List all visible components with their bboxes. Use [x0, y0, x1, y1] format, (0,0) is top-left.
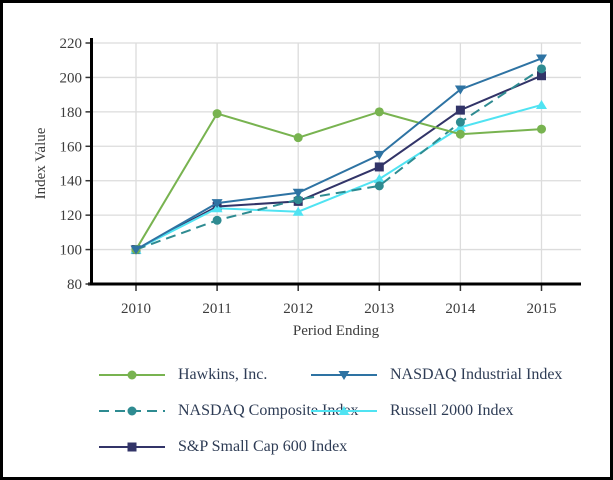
series-marker-nasdaq-composite-index: [537, 64, 546, 74]
legend-swatch-hawkins-inc: [99, 370, 165, 380]
series-russell-2000-index: [130, 99, 547, 254]
series-marker-hawkins-inc: [537, 124, 546, 134]
legend-item-s-p-small-cap-600-index: S&P Small Cap 600 Index: [99, 435, 347, 459]
y-tick-label: 200: [60, 70, 83, 86]
x-tick-label: 2011: [202, 301, 231, 317]
legend-item-russell-2000-index: Russell 2000 Index: [311, 399, 562, 423]
legend-marker-nasdaq-composite-index: [127, 406, 137, 416]
series-nasdaq-industrial-index: [130, 54, 547, 255]
y-tick-label: 220: [60, 36, 83, 52]
y-tick-label: 160: [60, 139, 83, 155]
y-tick-label: 120: [60, 208, 83, 224]
legend-swatch-s-p-small-cap-600-index: [99, 442, 165, 452]
series-marker-russell-2000-index: [373, 173, 385, 183]
series-marker-s-p-small-cap-600-index: [374, 162, 384, 172]
y-tick-label: 100: [60, 243, 83, 259]
x-tick-label: 2014: [445, 301, 476, 317]
series-marker-nasdaq-industrial-index: [536, 54, 547, 64]
legend-label-nasdaq-composite-index: NASDAQ Composite Index: [178, 402, 359, 419]
legend-swatch-russell-2000-index: [311, 406, 377, 415]
legend-label-s-p-small-cap-600-index: S&P Small Cap 600 Index: [178, 438, 348, 455]
legend-item-nasdaq-industrial-index: NASDAQ Industrial Index: [311, 363, 562, 387]
legend-marker-nasdaq-industrial-index: [338, 371, 350, 380]
series-marker-russell-2000-index: [536, 99, 547, 109]
legend-label-hawkins-inc: Hawkins, Inc.: [178, 366, 268, 383]
y-axis-title: Index Value: [33, 127, 49, 199]
series-marker-hawkins-inc: [374, 107, 384, 117]
y-tick-label: 140: [60, 174, 83, 190]
series-marker-hawkins-inc: [212, 109, 222, 119]
legend-item-nasdaq-composite-index: NASDAQ Composite Index: [99, 399, 358, 423]
series-marker-nasdaq-industrial-index: [373, 150, 385, 160]
x-tick-label: 2010: [121, 301, 151, 317]
series-line-s-p-small-cap-600-index: [135, 74, 542, 251]
series-marker-russell-2000-index: [454, 122, 466, 132]
series-marker-hawkins-inc: [455, 129, 465, 139]
x-tick-label: 2015: [527, 301, 557, 317]
series-line-nasdaq-composite-index: [135, 67, 543, 251]
legend-marker-s-p-small-cap-600-index: [127, 442, 137, 452]
series-marker-s-p-small-cap-600-index: [455, 105, 465, 115]
series-marker-nasdaq-composite-index: [455, 117, 465, 127]
series-marker-nasdaq-industrial-index: [130, 245, 142, 255]
series-marker-s-p-small-cap-600-index: [537, 71, 546, 81]
x-axis-title: Period Ending: [293, 323, 380, 339]
series-line-hawkins-inc: [135, 110, 542, 251]
series-marker-nasdaq-composite-index: [293, 195, 303, 205]
legend-swatch-nasdaq-industrial-index: [311, 371, 377, 380]
series-marker-hawkins-inc: [293, 133, 303, 143]
series-marker-nasdaq-industrial-index: [211, 199, 223, 209]
legend-swatch-nasdaq-composite-index: [99, 406, 165, 416]
series-line-nasdaq-industrial-index: [135, 57, 542, 251]
stock-performance-chart: 80 100 120 140 160 180 200 220 2010 2011 2012 2013 2…: [33, 36, 581, 339]
legend-label-russell-2000-index: Russell 2000 Index: [390, 402, 514, 419]
series-line-russell-2000-index: [135, 104, 542, 251]
series-marker-russell-2000-index: [292, 206, 304, 216]
legend-marker-russell-2000-index: [338, 406, 350, 415]
y-tick-label: 80: [67, 277, 82, 293]
x-tick-label: 2013: [364, 301, 394, 317]
legend-label-nasdaq-industrial-index: NASDAQ Industrial Index: [390, 366, 563, 383]
series-s-p-small-cap-600-index: [131, 71, 546, 255]
series-marker-nasdaq-industrial-index: [454, 85, 466, 95]
chart-legend: Hawkins, Inc. NASDAQ Industrial Index NASD…: [99, 363, 562, 459]
series-nasdaq-composite-index: [131, 64, 546, 255]
series-marker-nasdaq-industrial-index: [292, 188, 304, 198]
x-tick-label: 2012: [283, 301, 313, 317]
legend-item-hawkins-inc: Hawkins, Inc.: [99, 363, 311, 387]
series-marker-nasdaq-composite-index: [374, 181, 384, 191]
legend-marker-hawkins-inc: [127, 370, 137, 380]
y-tick-label: 180: [60, 105, 83, 121]
series-marker-nasdaq-composite-index: [212, 215, 222, 225]
